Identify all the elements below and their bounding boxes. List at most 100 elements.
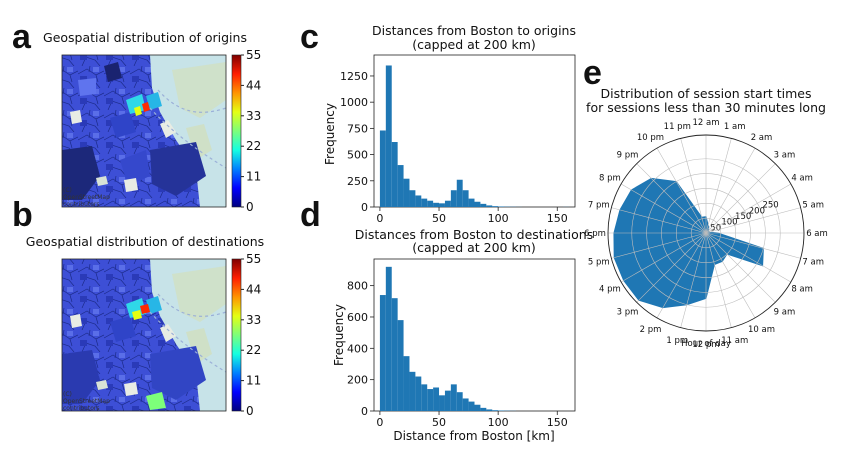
polar-spoke [611, 207, 707, 234]
histogram-bar [433, 202, 440, 207]
polar-hour-label: 1 pm [666, 336, 688, 346]
histogram-bar [409, 371, 416, 411]
histogram-bar [492, 410, 499, 411]
polar-spoke [705, 232, 756, 319]
cb-origins-tick-0: 0 [246, 200, 254, 214]
histogram-bar [421, 384, 428, 411]
map-origins-image [62, 55, 227, 207]
polar-spoke [705, 232, 801, 259]
y-tick-label: 1000 [340, 96, 368, 109]
polar-r-tick-label: 250 [762, 201, 778, 211]
polar-hour-label: 6 pm [584, 229, 606, 239]
histogram-bar [474, 201, 481, 207]
histogram-bar [385, 266, 392, 411]
y-tick-label: 250 [347, 175, 368, 188]
cb-dest-tick-55: 55 [246, 252, 261, 266]
polar-spoke [620, 183, 707, 234]
histogram-bar [391, 298, 398, 411]
panel-label-a: a [12, 18, 32, 56]
hist-origins-title: Distances from Boston to origins [372, 23, 576, 38]
map-origins-attribution-2: OpenStreetMap [63, 194, 110, 201]
y-tick-label: 0 [361, 201, 368, 214]
polar-spoke [705, 232, 776, 303]
histogram-bar [427, 389, 434, 411]
histogram-bar [379, 295, 386, 411]
panel-label-e: e [583, 54, 602, 92]
cb-dest-tick-44: 44 [246, 282, 261, 296]
x-tick-label: 50 [432, 212, 446, 225]
histogram-bar [480, 407, 487, 411]
panel-label-d: d [300, 196, 321, 234]
y-tick-label: 500 [347, 149, 368, 162]
cb-origins-tick-22: 22 [246, 139, 261, 153]
cb-origins-tick-11: 11 [246, 170, 261, 184]
histogram-bar [480, 203, 487, 207]
histogram-bar [444, 390, 451, 411]
polar-hour-label: 4 pm [599, 285, 621, 295]
histogram-bar [492, 206, 499, 207]
map-destinations-attribution-2: OpenStreetMap [63, 398, 110, 405]
cb-dest-tick-0: 0 [246, 404, 254, 418]
polar-spoke [705, 207, 801, 234]
hist-destinations-ylabel: Frequency [332, 304, 346, 366]
x-tick-label: 100 [488, 212, 509, 225]
polar-outline [607, 134, 805, 332]
histogram-bar [486, 205, 493, 207]
polar-spoke [680, 138, 707, 234]
polar-title: Distribution of session start times [600, 86, 811, 101]
histogram-bar [444, 200, 451, 207]
y-tick-label: 600 [347, 311, 368, 324]
polar-hour-label: 8 am [791, 285, 813, 295]
histogram-bar [403, 178, 410, 207]
histogram-bar [409, 190, 416, 207]
x-tick-label: 150 [547, 416, 568, 429]
histogram-bar [391, 142, 398, 207]
polar-r-tick-label: 200 [749, 206, 765, 216]
histogram-bar [421, 198, 428, 207]
cb-dest-tick-11: 11 [246, 374, 261, 388]
polar-session-times: Distribution of session start times for … [584, 86, 828, 350]
histogram-bar [415, 376, 422, 411]
hist-origins-ylabel: Frequency [323, 103, 337, 165]
polar-spoke [705, 138, 732, 234]
polar-hour-label: 3 am [774, 151, 796, 161]
y-tick-label: 750 [347, 122, 368, 135]
histogram-bar [439, 203, 445, 207]
histogram-bar [433, 387, 440, 411]
histogram-bar [403, 356, 410, 411]
polar-hour-label: 8 pm [599, 174, 621, 184]
hist-destinations: Distances from Boston to destinations (c… [332, 227, 593, 443]
plot-frame [373, 54, 576, 208]
map-origins-attribution-1: (C) [63, 187, 72, 194]
histogram-bar [498, 206, 505, 207]
polar-hour-label: 7 pm [588, 200, 610, 210]
map-destinations-image [62, 259, 227, 411]
histogram-bar [427, 200, 434, 207]
polar-spoke [705, 183, 792, 234]
polar-r-tick-label: 50 [710, 223, 721, 233]
hist-origins-subtitle: (capped at 200 km) [412, 37, 536, 52]
histogram-bar [462, 398, 469, 411]
y-tick-label: 400 [347, 342, 368, 355]
polar-spoke [636, 163, 707, 234]
polar-spoke [611, 232, 707, 259]
histogram-bar [468, 198, 475, 207]
polar-spoke [620, 232, 707, 283]
map-destinations-title: Geospatial distribution of destinations [26, 234, 264, 249]
polar-spoke [680, 232, 707, 328]
map-destinations-colorbar: 55 44 33 22 11 0 [231, 252, 261, 418]
polar-hour-label: 9 am [774, 307, 796, 317]
polar-hour-label: 2 am [751, 133, 773, 143]
panel-label-c: c [300, 18, 319, 56]
hist-origins-plot: 0 50 100 150 0 250 500 750 1000 1250 [340, 54, 576, 225]
histogram-bar [486, 409, 493, 411]
hist-origins: Distances from Boston to origins (capped… [323, 23, 576, 225]
map-origins-colorbar: 55 44 33 22 11 0 [231, 48, 261, 214]
polar-spoke [705, 232, 732, 328]
map-origins-title: Geospatial distribution of origins [43, 30, 247, 45]
histogram-bar [439, 395, 445, 411]
x-tick-label: 100 [488, 416, 509, 429]
x-tick-label: 0 [376, 212, 383, 225]
map-destinations: Geospatial distribution of destinations … [26, 234, 264, 418]
